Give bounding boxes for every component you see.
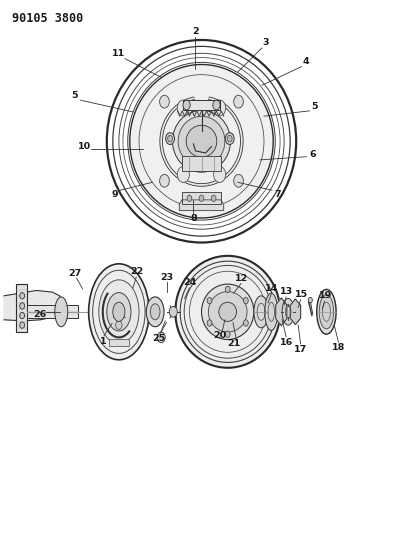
Text: 15: 15 [295, 290, 308, 298]
Circle shape [225, 286, 230, 293]
Circle shape [199, 195, 204, 201]
Text: 25: 25 [153, 334, 166, 343]
Circle shape [168, 135, 172, 142]
Circle shape [187, 195, 192, 201]
Text: 9: 9 [112, 190, 118, 199]
Text: 21: 21 [227, 340, 240, 348]
Text: 27: 27 [68, 269, 81, 278]
Polygon shape [276, 298, 287, 326]
Ellipse shape [89, 264, 149, 360]
Circle shape [169, 306, 177, 317]
Text: 22: 22 [131, 268, 143, 276]
Bar [182, 156, 221, 171]
Circle shape [225, 133, 234, 144]
Circle shape [214, 166, 226, 182]
Polygon shape [290, 299, 301, 325]
Circle shape [177, 166, 189, 182]
Text: 8: 8 [190, 214, 197, 223]
Text: 12: 12 [235, 274, 248, 282]
Circle shape [234, 95, 243, 108]
Ellipse shape [130, 64, 273, 218]
Circle shape [225, 331, 230, 337]
Circle shape [308, 297, 312, 303]
Text: 11: 11 [112, 49, 125, 58]
Circle shape [157, 332, 165, 343]
Circle shape [20, 322, 25, 328]
Circle shape [211, 195, 216, 201]
Ellipse shape [146, 297, 164, 327]
Circle shape [243, 297, 248, 304]
Bar [182, 192, 221, 204]
Circle shape [160, 95, 169, 108]
Bar [109, 339, 129, 346]
Circle shape [234, 174, 243, 187]
Ellipse shape [254, 296, 268, 328]
Text: 19: 19 [319, 292, 332, 300]
Circle shape [20, 293, 25, 299]
Ellipse shape [319, 295, 334, 329]
Circle shape [177, 100, 189, 116]
Ellipse shape [55, 297, 68, 327]
Text: 10: 10 [78, 142, 91, 151]
Ellipse shape [113, 302, 125, 321]
Ellipse shape [172, 110, 231, 172]
Circle shape [183, 100, 190, 110]
Text: 5: 5 [311, 102, 318, 111]
Circle shape [207, 297, 212, 304]
Text: 23: 23 [161, 273, 174, 281]
Circle shape [227, 135, 232, 142]
Text: 17: 17 [294, 345, 307, 353]
Text: 20: 20 [213, 332, 226, 340]
Circle shape [207, 320, 212, 326]
Text: 5: 5 [71, 92, 78, 100]
Circle shape [214, 100, 226, 116]
Ellipse shape [208, 292, 247, 332]
Text: 90105 3800: 90105 3800 [12, 12, 83, 25]
Bar [27, 305, 78, 318]
Ellipse shape [265, 293, 278, 330]
Ellipse shape [107, 293, 131, 331]
Circle shape [160, 174, 169, 187]
Text: 6: 6 [309, 150, 316, 159]
Text: 1: 1 [100, 337, 106, 345]
Text: 14: 14 [265, 285, 278, 293]
Polygon shape [179, 200, 224, 211]
Ellipse shape [219, 302, 237, 321]
Text: 13: 13 [280, 287, 293, 296]
Ellipse shape [317, 289, 336, 334]
Ellipse shape [186, 125, 217, 157]
Text: 26: 26 [34, 310, 47, 319]
Circle shape [166, 133, 174, 144]
Polygon shape [4, 290, 60, 321]
Text: 4: 4 [303, 57, 310, 66]
Text: 7: 7 [275, 190, 281, 199]
Circle shape [116, 321, 122, 329]
Bar [183, 100, 220, 110]
Text: 16: 16 [280, 338, 293, 346]
Ellipse shape [175, 256, 280, 368]
Circle shape [20, 303, 25, 309]
Ellipse shape [202, 284, 254, 340]
Text: 18: 18 [332, 343, 345, 352]
Text: 24: 24 [183, 278, 196, 287]
Circle shape [243, 320, 248, 326]
Text: 3: 3 [263, 38, 269, 47]
Circle shape [20, 312, 25, 319]
Ellipse shape [178, 116, 225, 166]
Text: 2: 2 [192, 28, 199, 36]
Bar [16, 284, 27, 332]
Circle shape [213, 100, 220, 110]
Ellipse shape [282, 298, 294, 325]
Ellipse shape [99, 280, 139, 344]
Ellipse shape [150, 304, 160, 320]
